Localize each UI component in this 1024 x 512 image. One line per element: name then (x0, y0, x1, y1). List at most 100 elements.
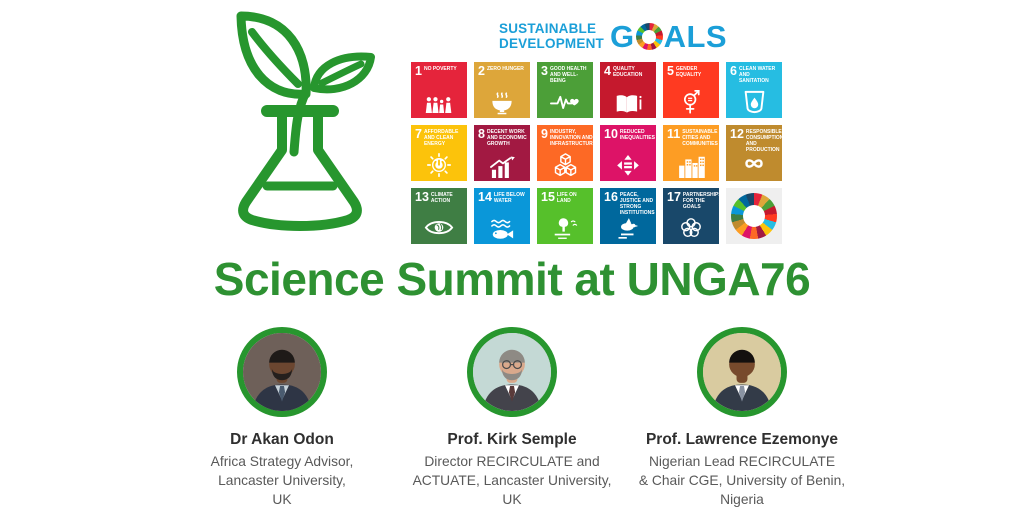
sdg-goal-number: 13 (415, 190, 429, 204)
sdg-wheel-icon (635, 23, 663, 50)
sdg-goal-label: ZERO HUNGER (486, 66, 524, 72)
rings-icon (663, 215, 719, 241)
speaker-description-line: UK (272, 492, 292, 508)
page-title: Science Summit at UNGA76 (213, 253, 811, 305)
sdg-tile-11: 11 SUSTAINABLE CITIES AND COMMUNITIES (663, 125, 719, 181)
sdg-goal-label: NO POVERTY (423, 66, 457, 72)
sdg-goal-number: 12 (730, 127, 744, 141)
sdg-tile-16: 16 PEACE, JUSTICE AND STRONG INSTITUTIONS (600, 188, 656, 244)
sdg-wheel-icon (731, 193, 777, 239)
sdg-tile-13: 13 CLIMATE ACTION (411, 188, 467, 244)
sdg-goals-wordmark: G ALS (610, 21, 727, 52)
city-icon (663, 155, 719, 178)
sdg-tile-7: 7 AFFORDABLE AND CLEAN ENERGY (411, 125, 467, 181)
bowl-icon (474, 92, 530, 115)
eye-icon (411, 217, 467, 241)
sdg-logo-line1: SUSTAINABLE (499, 21, 597, 37)
water-icon (726, 90, 782, 115)
sdg-goal-label: PARTNERSHIPS FOR THE GOALS (682, 192, 719, 210)
equality-icon (600, 152, 656, 178)
speaker-description-line: Director RECIRCULATE and (424, 454, 600, 470)
gender-icon (663, 89, 719, 115)
sdg-goal-label: INDUSTRY, INNOVATION AND INFRASTRUCTURE (549, 129, 593, 147)
cubes-icon (537, 153, 593, 178)
flask-plant-icon (212, 2, 387, 237)
speaker-name: Prof. Kirk Semple (447, 431, 577, 448)
sdg-goal-label: DECENT WORK AND ECONOMIC GROWTH (486, 129, 527, 147)
sdg-goal-number: 2 (478, 64, 485, 78)
people-icon (411, 95, 467, 115)
speaker-avatar (467, 327, 557, 417)
sdg-logo: SUSTAINABLE DEVELOPMENT G ALS (499, 21, 727, 52)
speaker-description-line: & Chair CGE, University of Benin, (638, 473, 846, 489)
sdg-tile-14: 14 LIFE BELOW WATER (474, 188, 530, 244)
speaker-name: Dr Akan Odon (230, 431, 334, 448)
sdg-goal-number: 6 (730, 64, 737, 78)
sdg-goal-number: 4 (604, 64, 611, 78)
speaker-description-line: Nigerian Lead RECIRCULATE (648, 454, 836, 470)
speaker-name: Prof. Lawrence Ezemonye (645, 431, 839, 448)
goals-letters-als: ALS (663, 19, 728, 54)
speaker-description-line: UK (502, 492, 522, 508)
sdg-goal-label: GOOD HEALTH AND WELL-BEING (549, 66, 587, 84)
sdg-goal-label: CLIMATE ACTION (430, 192, 453, 204)
speaker-avatar (697, 327, 787, 417)
sdg-goal-number: 7 (415, 127, 422, 141)
growth-icon (474, 156, 530, 178)
sdg-goal-label: GENDER EQUALITY (675, 66, 702, 78)
sdg-tile-1: 1 NO POVERTY (411, 62, 467, 118)
tree-icon (537, 217, 593, 241)
sdg-goal-label: REDUCED INEQUALITIES (619, 129, 655, 141)
sdg-goal-label: SUSTAINABLE CITIES AND COMMUNITIES (682, 129, 718, 147)
sdg-tile-9: 9 INDUSTRY, INNOVATION AND INFRASTRUCTURE (537, 125, 593, 181)
sdg-goal-label: AFFORDABLE AND CLEAN ENERGY (423, 129, 459, 147)
sdg-tile-12: 12 RESPONSIBLE CONSUMPTION AND PRODUCTION (726, 125, 782, 181)
sdg-wheel-tile (726, 188, 782, 244)
sdg-tile-5: 5 GENDER EQUALITY (663, 62, 719, 118)
speaker-card: Prof. Kirk Semple Director RECIRCULATE an… (397, 327, 627, 509)
sdg-goal-number: 8 (478, 127, 485, 141)
sdg-grid: 1 NO POVERTY 2 ZERO HUNGER 3 GOOD HEALTH AND … (411, 62, 782, 244)
sdg-goal-label: CLEAN WATER AND SANITATION (738, 66, 776, 84)
sdg-goal-number: 14 (478, 190, 492, 204)
sdg-goal-number: 10 (604, 127, 618, 141)
speaker-description-line: Nigeria (720, 492, 764, 508)
speaker-description-line: ACTUATE, Lancaster University, (412, 473, 612, 489)
speaker-description: Director RECIRCULATE and ACTUATE, Lancast… (397, 452, 627, 509)
fish-icon (474, 218, 530, 241)
sdg-goal-label: RESPONSIBLE CONSUMPTION AND PRODUCTION (745, 129, 782, 153)
speaker-description-line: Africa Strategy Advisor, (210, 454, 354, 470)
speaker-description-line: Lancaster University, (218, 473, 346, 489)
sdg-goal-number: 16 (604, 190, 618, 204)
sdg-tile-6: 6 CLEAN WATER AND SANITATION (726, 62, 782, 118)
goals-letter-g: G (609, 19, 635, 54)
heartbeat-icon (537, 92, 593, 115)
infinity-icon (726, 155, 782, 178)
sdg-goal-label: LIFE BELOW WATER (493, 192, 525, 204)
sdg-tile-15: 15 LIFE ON LAND (537, 188, 593, 244)
sdg-tile-10: 10 REDUCED INEQUALITIES (600, 125, 656, 181)
sdg-goal-label: LIFE ON LAND (556, 192, 577, 204)
energy-icon (411, 151, 467, 178)
speaker-card: Prof. Lawrence Ezemonye Nigerian Lead REC… (627, 327, 857, 509)
sdg-tile-2: 2 ZERO HUNGER (474, 62, 530, 118)
sdg-goal-label: QUALITY EDUCATION (612, 66, 643, 78)
sdg-goal-number: 3 (541, 64, 548, 78)
speaker-card: Dr Akan Odon Africa Strategy Advisor, Lanc… (167, 327, 397, 509)
sdg-goal-number: 5 (667, 64, 674, 78)
sdg-goal-number: 11 (667, 127, 681, 141)
sdg-tile-3: 3 GOOD HEALTH AND WELL-BEING (537, 62, 593, 118)
sdg-tile-8: 8 DECENT WORK AND ECONOMIC GROWTH (474, 125, 530, 181)
sdg-goal-number: 15 (541, 190, 555, 204)
speaker-avatar (237, 327, 327, 417)
sdg-goal-number: 1 (415, 64, 422, 78)
speaker-description: Nigerian Lead RECIRCULATE & Chair CGE, Un… (627, 452, 857, 509)
sdg-goal-number: 9 (541, 127, 548, 141)
sdg-logo-line2: DEVELOPMENT (499, 35, 604, 51)
speaker-description: Africa Strategy Advisor, Lancaster Univer… (167, 452, 397, 509)
sdg-tile-4: 4 QUALITY EDUCATION (600, 62, 656, 118)
dove-icon (600, 216, 656, 241)
sdg-goal-label: PEACE, JUSTICE AND STRONG INSTITUTIONS (619, 192, 655, 216)
speakers-row: Dr Akan Odon Africa Strategy Advisor, Lanc… (167, 327, 857, 509)
